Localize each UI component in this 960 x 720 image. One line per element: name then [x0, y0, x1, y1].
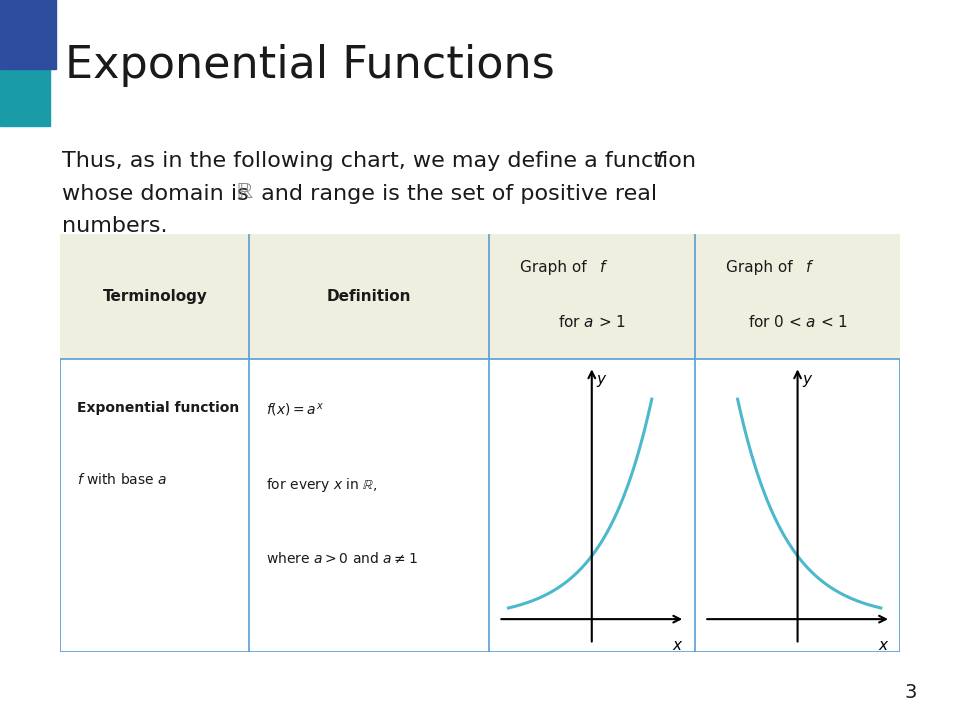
Text: Terminology: Terminology [103, 289, 207, 304]
Bar [0, 32, 50, 126]
Text: Thus, as in the following chart, we may define a function: Thus, as in the following chart, we may … [62, 151, 704, 171]
Text: for every $x$ in $\mathbb{R}$,: for every $x$ in $\mathbb{R}$, [266, 476, 377, 494]
Text: whose domain is: whose domain is [62, 184, 256, 204]
Text: $y$: $y$ [596, 373, 608, 389]
Text: ℝ: ℝ [236, 184, 252, 203]
Text: Graph of: Graph of [726, 260, 798, 275]
Text: numbers.: numbers. [62, 216, 168, 236]
Text: for $a$ > 1: for $a$ > 1 [558, 314, 626, 330]
Text: $x$: $x$ [672, 638, 684, 653]
Text: f: f [656, 151, 663, 171]
Text: Graph of: Graph of [520, 260, 591, 275]
Text: Definition: Definition [327, 289, 412, 304]
Text: $f$ with base $a$: $f$ with base $a$ [77, 472, 167, 487]
Text: and range is the set of positive real: and range is the set of positive real [254, 184, 658, 204]
Bar [60, 234, 900, 359]
Text: 3: 3 [904, 683, 917, 702]
Text: Exponential Functions: Exponential Functions [65, 44, 555, 87]
Text: $y$: $y$ [802, 373, 813, 389]
Text: f: f [806, 260, 811, 275]
Text: for 0 < $a$ < 1: for 0 < $a$ < 1 [748, 314, 848, 330]
Text: f: f [600, 260, 606, 275]
Text: $x$: $x$ [877, 638, 889, 653]
Text: $f(x) = a^x$: $f(x) = a^x$ [266, 401, 324, 418]
Text: Exponential function: Exponential function [77, 401, 240, 415]
Text: where $a > 0$ and $a \neq 1$: where $a > 0$ and $a \neq 1$ [266, 552, 418, 566]
Bar [0, 0, 56, 69]
